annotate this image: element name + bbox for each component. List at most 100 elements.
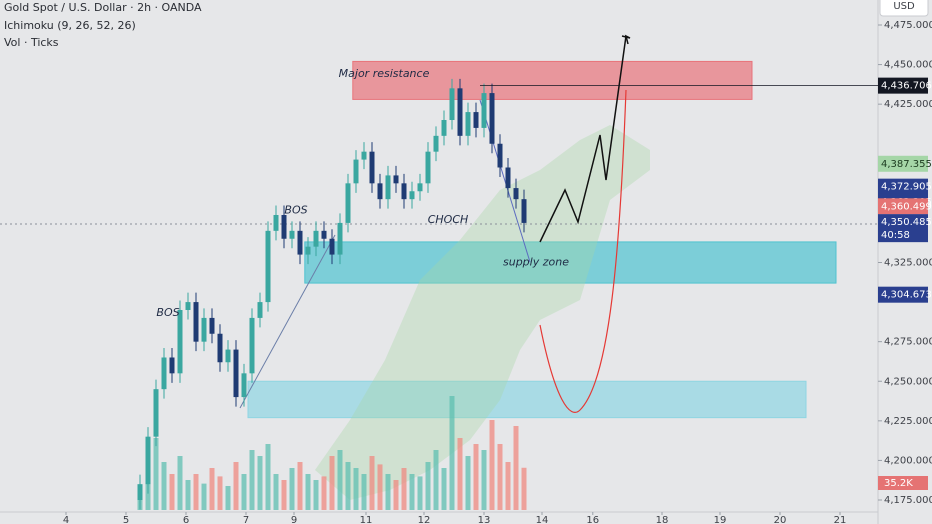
x-tick-label: 11 (360, 515, 373, 524)
candle-body (281, 215, 287, 239)
volume-bar (473, 444, 479, 510)
candle-body (233, 349, 239, 398)
candle-body (305, 246, 311, 255)
x-tick-label: 7 (243, 515, 249, 524)
volume-bar (209, 468, 215, 510)
projection-path (539, 35, 627, 243)
candle-body (265, 230, 271, 303)
candle-body (497, 143, 503, 168)
indicator: Ichimoku (9, 26, 52, 26) (4, 19, 136, 32)
candle-body (353, 159, 359, 184)
symbol: Gold Spot / U.S. Dollar · 2h · OANDA (4, 1, 202, 14)
currency: USD (893, 1, 915, 12)
y-tick-label: 4,325.000 (884, 258, 932, 269)
candle-body (473, 112, 479, 128)
volume-bar (433, 450, 439, 510)
candle-body (321, 230, 327, 239)
zone (247, 380, 807, 419)
y-tick-label: 4,475.000 (884, 20, 932, 31)
candle-body (257, 302, 263, 318)
x-tick-label: 19 (714, 515, 727, 524)
x-tick-label: 12 (418, 515, 431, 524)
candle-body (361, 151, 367, 160)
volume-bar (417, 476, 423, 510)
volume-bar (361, 474, 367, 510)
candle-body (161, 357, 167, 390)
currency-box[interactable] (879, 0, 929, 17)
volume-bar (217, 476, 223, 510)
candle-body (377, 183, 383, 200)
candle-body (169, 357, 175, 374)
x-tick-label: 9 (291, 515, 297, 524)
candle-body (489, 93, 495, 144)
volume-bar (353, 468, 359, 510)
price-label-box (878, 155, 928, 172)
volume-bar (273, 474, 279, 510)
volume-bar (281, 480, 287, 510)
candle-body (177, 310, 183, 374)
volume-bar (225, 486, 231, 510)
x-tick-label: 18 (656, 515, 669, 524)
candle-body (217, 333, 223, 363)
price-label-box (878, 178, 928, 195)
volume-bar (401, 468, 407, 510)
volume-bar (153, 438, 159, 510)
volume-bar (305, 474, 311, 510)
volume-bar (465, 456, 471, 510)
projection-curve (539, 89, 627, 413)
candle-body (369, 151, 375, 184)
volume-bar (457, 438, 463, 510)
candle-body (441, 120, 447, 136)
volume-bar (337, 450, 343, 510)
annotation: CHOCH (428, 213, 469, 226)
candle-body (225, 349, 231, 363)
y-tick-label: 4,200.000 (884, 455, 932, 466)
x-tick-label: 16 (586, 515, 599, 524)
candle-body (449, 88, 455, 120)
candle-body (521, 199, 527, 223)
candle-body (145, 436, 151, 485)
candle-body (297, 230, 303, 255)
annotation: supply zone (503, 256, 569, 269)
candle-body (481, 93, 487, 128)
price-label-box (878, 286, 928, 303)
annotation: BOS (156, 306, 179, 319)
price-label-box (878, 77, 928, 94)
price-label: 4,387.355 (881, 159, 932, 170)
candle-body (241, 373, 247, 398)
candle-body (417, 183, 423, 192)
volume-bar (369, 456, 375, 510)
volume-bar (265, 444, 271, 510)
arrow-head (621, 34, 631, 45)
volume-bar (513, 426, 519, 510)
candle-body (409, 191, 415, 200)
candle-body (249, 317, 255, 374)
candle-body (513, 188, 519, 200)
volume-bar (193, 474, 199, 510)
price-label: 4,304.673 (881, 290, 932, 301)
volume-bar (481, 450, 487, 510)
x-tick-label: 6 (183, 515, 189, 524)
x-tick-label: 14 (536, 515, 549, 524)
candle-body (433, 135, 439, 152)
candle-body (337, 222, 343, 255)
volume-bar (377, 464, 383, 510)
volume-bar (297, 462, 303, 510)
y-tick-label: 4,450.000 (884, 60, 932, 71)
volume-bar (185, 480, 191, 510)
countdown: 40:58 (881, 230, 910, 241)
price-label: 4,436.706 (881, 81, 932, 92)
volume-bar (449, 396, 455, 510)
volume-indicator: Vol · Ticks (4, 36, 59, 49)
volume-bar (313, 480, 319, 510)
price-label-box (878, 198, 928, 215)
candle-body (393, 175, 399, 184)
volume-bar (249, 450, 255, 510)
y-tick-label: 4,425.000 (884, 99, 932, 110)
volume-bar (257, 456, 263, 510)
volume-bar (393, 480, 399, 510)
annotation: BOS (284, 203, 307, 216)
volume-bar (201, 483, 207, 510)
volume-label: 35.2K (884, 478, 913, 489)
